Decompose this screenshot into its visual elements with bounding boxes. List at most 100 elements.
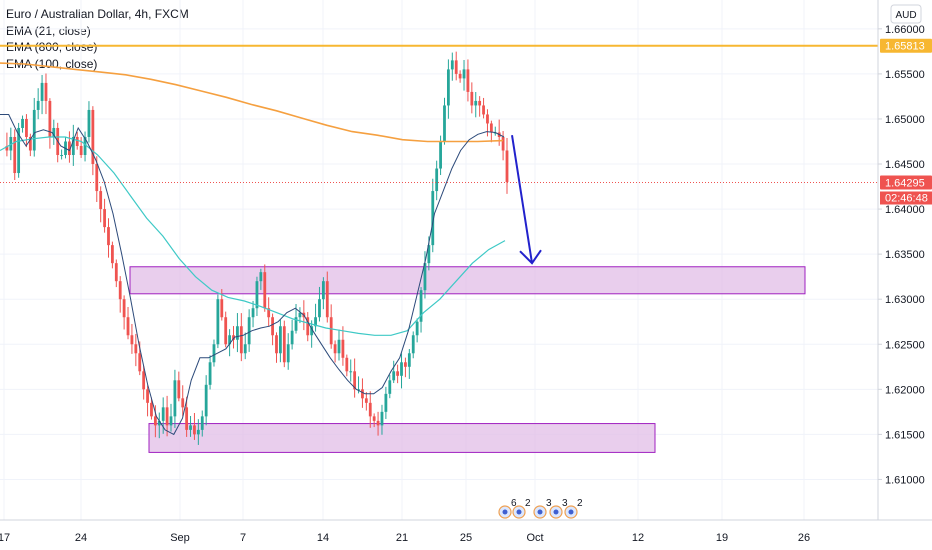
candle-body [314,317,317,327]
candle-body [259,272,263,282]
candle-body [329,317,333,345]
candle-body [79,145,83,156]
candle-body [372,416,376,421]
candle-body [91,109,95,165]
event-marker[interactable]: 2 [564,498,583,519]
candle-body [353,371,357,390]
candle-body [71,136,75,156]
candle-body [220,299,224,318]
candle-body [130,335,134,345]
x-tick-label: 14 [317,532,329,544]
x-tick-label: 17 [0,532,10,544]
last-price-badge-label: 1.64295 [885,177,925,189]
candle-body [32,109,36,151]
candle-body [278,326,282,354]
candle-body [357,389,360,391]
candle-body [173,380,177,417]
candle-body [446,69,450,106]
candle-body [122,299,126,318]
candle-body [427,245,431,264]
candle-body [478,100,482,106]
y-tick-label: 1.61500 [885,429,925,441]
candle-body [361,389,364,399]
support-resistance-zone [148,423,656,453]
candle-body [435,168,439,192]
candle-body [95,164,99,192]
price-axis[interactable] [878,0,932,550]
candle-body [396,371,400,376]
event-marker[interactable]: 3 [533,498,552,519]
candle-body [404,362,407,367]
candle-body [423,263,427,291]
arrow-head-icon [519,249,542,265]
candle-body [470,91,474,106]
candle-body [247,317,251,345]
y-tick-label: 1.61000 [885,474,925,486]
candle-body [505,150,509,183]
candle-body [9,136,13,151]
candle-body [376,420,380,426]
x-tick-label: Sep [170,532,190,544]
currency-button-frame [890,4,922,24]
hline-price-badge [880,38,932,53]
candle-body [99,191,103,210]
ema21-line [0,114,505,436]
candle-body [48,100,52,137]
candle-body [482,105,485,115]
candle-body [126,317,130,336]
candle-body [400,362,403,376]
candle-body [443,105,446,142]
currency-label: AUD [895,10,916,21]
event-marker[interactable]: 6 [498,498,517,519]
legend-ema21[interactable]: EMA (21, close) [6,23,91,38]
candle-body [103,209,106,228]
event-marker[interactable]: 2 [512,498,531,519]
legend-ema800[interactable]: EMA (800, close) [6,40,98,54]
candle-body [489,123,493,133]
candle-body [462,69,466,79]
candle-body [224,317,228,345]
candle-body [208,362,212,385]
y-tick-label: 1.62500 [885,339,925,351]
candle-body [243,344,247,354]
candle-body [142,371,146,390]
candle-body [165,407,169,426]
candle-body [486,114,489,124]
candle-body [212,344,216,363]
candle-body [458,73,462,79]
candle-body [216,299,220,345]
event-dot-icon [516,509,522,515]
candle-body [286,344,290,363]
candle-body [392,371,396,381]
y-tick-label: 1.63000 [885,294,925,306]
candle-body [110,245,114,264]
event-dot-icon [537,509,543,515]
candle-body [337,339,341,354]
event-count: 6 [511,498,517,509]
event-marker[interactable]: 3 [549,498,568,519]
candle-body [290,330,294,345]
candle-body [318,299,321,318]
candle-body [146,389,149,403]
candle-body [52,127,56,137]
event-dot-icon [502,509,508,515]
candle-body [384,393,388,412]
candle-body [431,191,435,246]
candle-body [60,155,64,157]
event-dot-icon [553,509,559,515]
legend-ema100[interactable]: EMA (100, close) [6,56,98,71]
currency-button[interactable]: AUD [890,4,922,24]
candle-body [341,339,345,358]
y-tick-label: 1.65500 [885,69,925,81]
arrow-layer [0,44,878,265]
candle-body [239,326,243,354]
candle-body [325,281,329,318]
x-tick-label: 19 [716,532,728,544]
candle-body [169,416,173,426]
candle-body [200,416,204,430]
candle-body [275,335,278,354]
candle-body [138,353,142,372]
event-dot-icon [568,509,574,515]
candle-body [114,263,118,282]
